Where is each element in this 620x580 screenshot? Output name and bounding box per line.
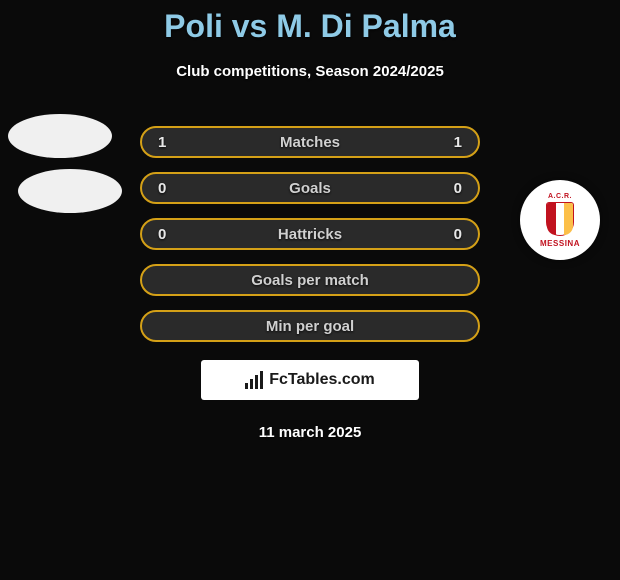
subtitle: Club competitions, Season 2024/2025: [0, 63, 620, 80]
player-left-club-avatar: [18, 169, 122, 213]
fctables-link[interactable]: FcTables.com: [201, 360, 419, 400]
page-title: Poli vs M. Di Palma: [0, 0, 620, 45]
club-badge-right: A.C.R. MESSINA: [520, 180, 600, 260]
stat-row-matches: 1 Matches 1: [140, 126, 480, 158]
stat-label: Goals: [289, 180, 331, 197]
stat-left-value: 0: [158, 226, 166, 243]
stat-left-value: 0: [158, 180, 166, 197]
stat-label: Hattricks: [278, 226, 342, 243]
stat-row-min-per-goal: Min per goal: [140, 310, 480, 342]
stat-right-value: 0: [454, 180, 462, 197]
stat-row-hattricks: 0 Hattricks 0: [140, 218, 480, 250]
club-arc-text: A.C.R.: [548, 193, 572, 200]
stat-left-value: 1: [158, 134, 166, 151]
stat-label: Min per goal: [266, 318, 354, 335]
club-name: MESSINA: [540, 239, 580, 248]
stat-row-goals: 0 Goals 0: [140, 172, 480, 204]
stat-right-value: 0: [454, 226, 462, 243]
stat-row-goals-per-match: Goals per match: [140, 264, 480, 296]
stat-right-value: 1: [454, 134, 462, 151]
date-text: 11 march 2025: [0, 424, 620, 441]
player-left-avatar: [8, 114, 112, 158]
bar-chart-icon: [245, 371, 263, 389]
stat-label: Goals per match: [251, 272, 369, 289]
logo-text: FcTables.com: [269, 371, 375, 389]
club-shield-icon: [546, 202, 574, 236]
stat-label: Matches: [280, 134, 340, 151]
